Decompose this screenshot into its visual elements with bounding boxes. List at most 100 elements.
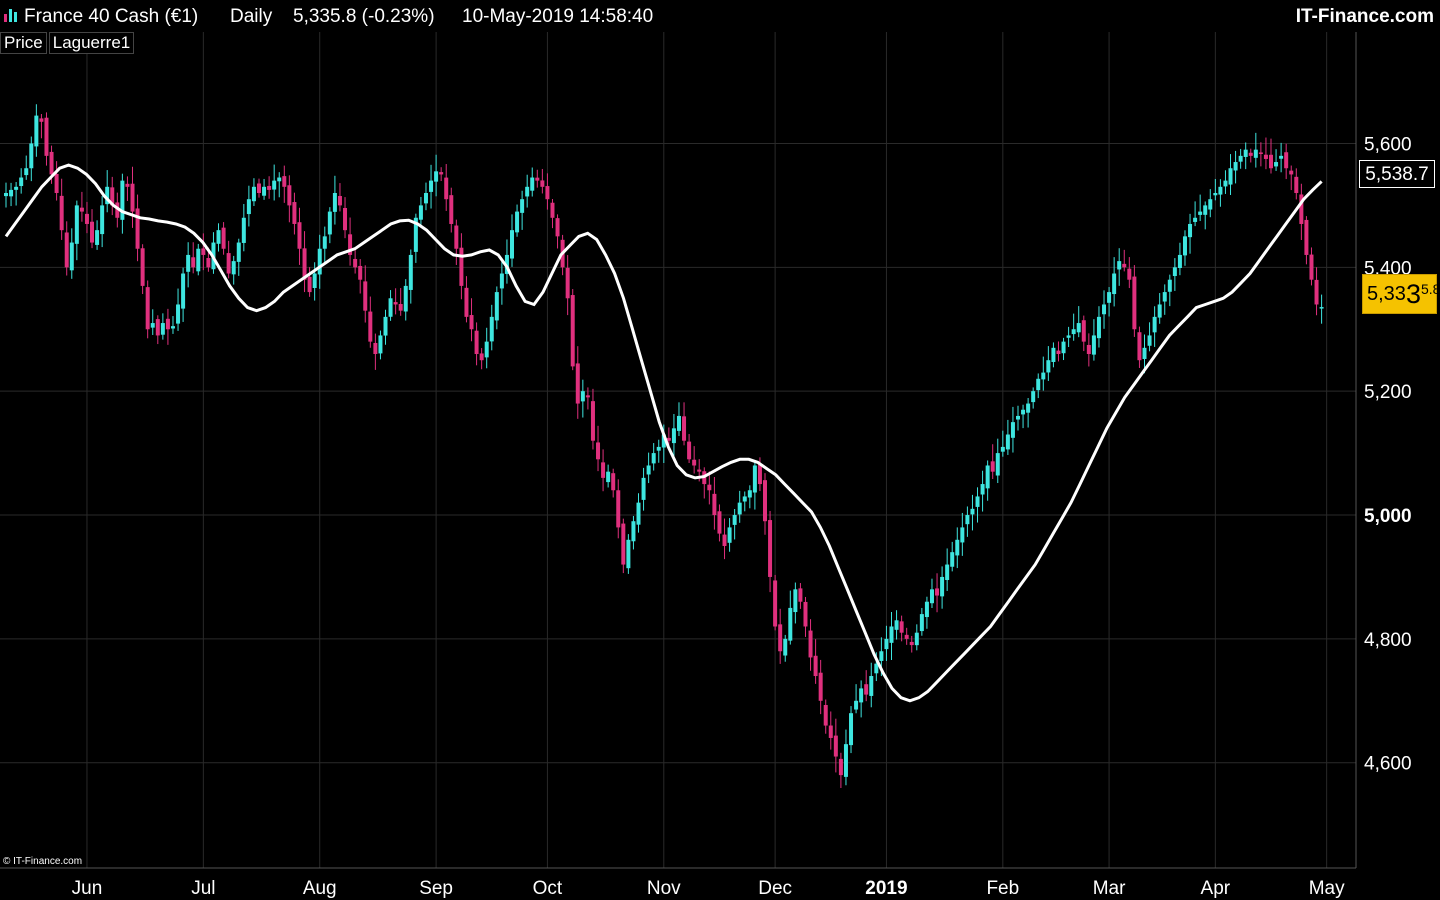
x-tick-label: Mar	[1093, 878, 1126, 899]
candle-body	[464, 287, 469, 317]
candle-body	[1046, 360, 1051, 373]
candle-body	[945, 564, 950, 581]
last-price-tag: 5,33 3 5.8	[1362, 274, 1440, 314]
candle-body	[854, 700, 859, 710]
candle-body	[1193, 217, 1198, 222]
candle-body	[439, 172, 444, 175]
candle-body	[666, 437, 671, 441]
candle-body	[752, 465, 757, 493]
candle-body	[636, 502, 641, 525]
candle-body	[778, 624, 783, 652]
candle-body	[1218, 186, 1223, 195]
candle-body	[1274, 162, 1279, 167]
candle-body	[363, 281, 368, 311]
candle-body	[348, 234, 353, 255]
candle-body	[808, 630, 813, 658]
candle-body	[272, 180, 277, 190]
candle-body	[4, 193, 8, 197]
candle-body	[125, 183, 130, 187]
candlestick-series	[4, 104, 1324, 789]
candle-body	[489, 316, 494, 342]
legend-item-laguerre[interactable]: Laguerre1	[48, 32, 135, 54]
candle-body	[838, 758, 843, 776]
last-price-part2: 3	[1405, 278, 1421, 309]
grid-lines	[0, 32, 1356, 868]
last-quote: 5,335.8 (-0.23%)	[293, 6, 435, 27]
candle-body	[165, 318, 170, 330]
candle-body	[1243, 149, 1248, 157]
candle-body	[317, 248, 322, 275]
candle-body	[935, 588, 940, 596]
candle-body	[105, 186, 110, 205]
candle-body	[747, 490, 752, 498]
candle-body	[1142, 347, 1147, 359]
candle-body	[1172, 267, 1177, 277]
candle-body	[84, 213, 89, 224]
candle-body	[1314, 279, 1319, 305]
candle-body	[1112, 273, 1117, 295]
candle-body	[408, 254, 413, 290]
candle-body	[307, 276, 312, 293]
legend-item-price[interactable]: Price	[0, 32, 47, 54]
candle-body	[39, 118, 44, 122]
candle-body	[181, 273, 186, 309]
y-tick-label: 5,000	[1364, 506, 1412, 527]
candle-body	[120, 180, 125, 220]
candle-body	[1036, 378, 1041, 391]
candle-body	[287, 185, 292, 206]
candle-body	[59, 195, 64, 231]
candle-body	[90, 221, 95, 243]
x-tick-label: May	[1309, 878, 1345, 899]
candle-body	[1056, 350, 1061, 355]
candle-body	[940, 576, 945, 597]
candle-body	[874, 663, 879, 674]
candle-body	[479, 353, 484, 361]
candle-body	[74, 205, 79, 244]
x-tick-label: Oct	[533, 878, 563, 899]
candle-body	[1177, 254, 1182, 268]
candle-body	[869, 676, 874, 696]
candle-body	[914, 632, 919, 646]
candle-body	[535, 177, 540, 181]
candle-body	[191, 257, 196, 268]
candle-body	[975, 496, 980, 507]
candle-body	[1086, 344, 1091, 355]
candle-body	[606, 471, 611, 483]
candle-body	[49, 151, 54, 175]
timeframe-label[interactable]: Daily	[230, 6, 273, 27]
candle-icon	[3, 8, 17, 22]
candle-body	[1258, 152, 1263, 154]
candle-body	[970, 508, 975, 515]
candle-body	[413, 217, 418, 252]
candle-body	[995, 453, 1000, 476]
candle-body	[909, 641, 914, 646]
candle-body	[423, 193, 428, 204]
candle-body	[732, 515, 737, 525]
candle-body	[1071, 329, 1076, 335]
candle-body	[398, 304, 403, 311]
candle-body	[611, 473, 616, 491]
candle-body	[130, 183, 135, 212]
candle-body	[312, 273, 317, 288]
candle-body	[1198, 211, 1203, 215]
candle-body	[1269, 154, 1273, 169]
candle-body	[692, 459, 697, 466]
candle-body	[631, 521, 636, 542]
candle-body	[110, 187, 115, 206]
candle-body	[393, 302, 398, 305]
candle-body	[682, 416, 687, 441]
candle-body	[565, 267, 570, 299]
candle-body	[434, 171, 439, 182]
candle-body	[64, 232, 69, 268]
instrument-name: France 40 Cash (€1)	[24, 6, 199, 27]
candle-body	[1096, 316, 1101, 339]
candle-body	[965, 515, 970, 525]
candle-body	[980, 484, 985, 495]
candle-body	[54, 173, 59, 194]
candle-body	[1016, 415, 1020, 420]
time-axis[interactable]: Jun Jul Aug Sep Oct Nov Dec 2019 Feb Mar Apr May	[72, 878, 1345, 899]
candle-body	[1304, 219, 1309, 255]
candle-body	[1010, 422, 1015, 438]
